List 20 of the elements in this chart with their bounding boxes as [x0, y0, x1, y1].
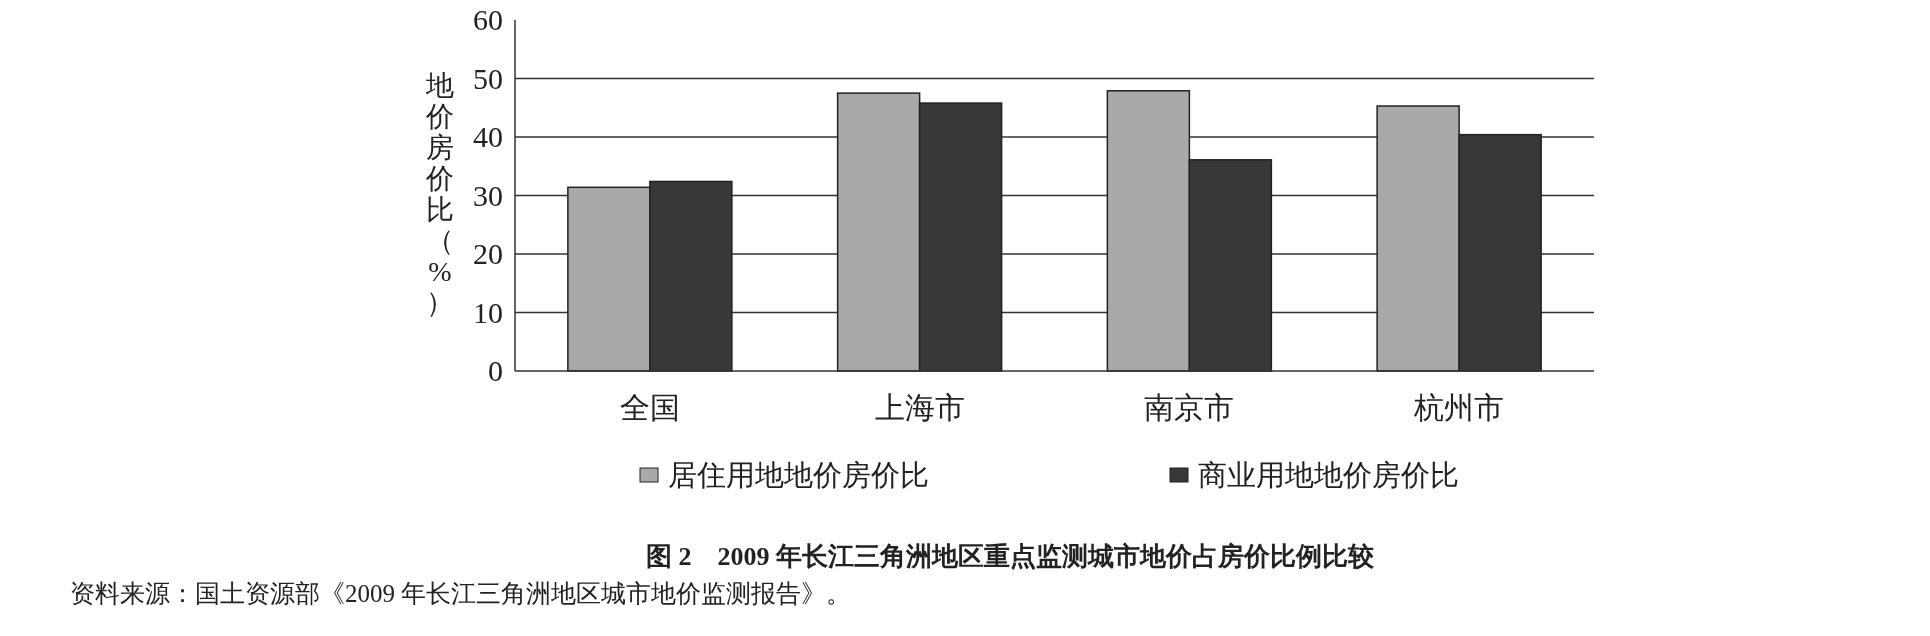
x-tick-label: 南京市 [1144, 391, 1235, 424]
y-axis-title: 地价房价比（%） [425, 70, 454, 318]
legend-label: 商业用地地价房价比 [1198, 459, 1459, 491]
y-tick-label: 60 [473, 3, 503, 36]
y-tick-label: 0 [488, 354, 503, 387]
x-tick-label: 上海市 [874, 391, 965, 424]
text: 资料来源：国土资源部《2009 年长江三角洲地区城市地价监测报告》。 [70, 580, 852, 607]
bar [836, 92, 921, 372]
y-tick-label: 20 [473, 237, 503, 270]
y-tick-label: 30 [473, 178, 503, 212]
legend-label: 居住用地地价房价比 [668, 459, 929, 491]
text: 图 2 2009 年长江三角洲地区重点监测城市地价占房价比例比较 [646, 542, 1375, 571]
y-tick-label: 50 [473, 61, 503, 95]
x-tick-label: 杭州市 [1413, 391, 1505, 424]
bar [1106, 90, 1191, 372]
y-tick-label: 10 [473, 295, 503, 329]
y-tick-label: 40 [473, 120, 503, 153]
bar [567, 186, 651, 372]
bar [1376, 105, 1460, 372]
x-tick-label: 全国 [619, 391, 680, 424]
